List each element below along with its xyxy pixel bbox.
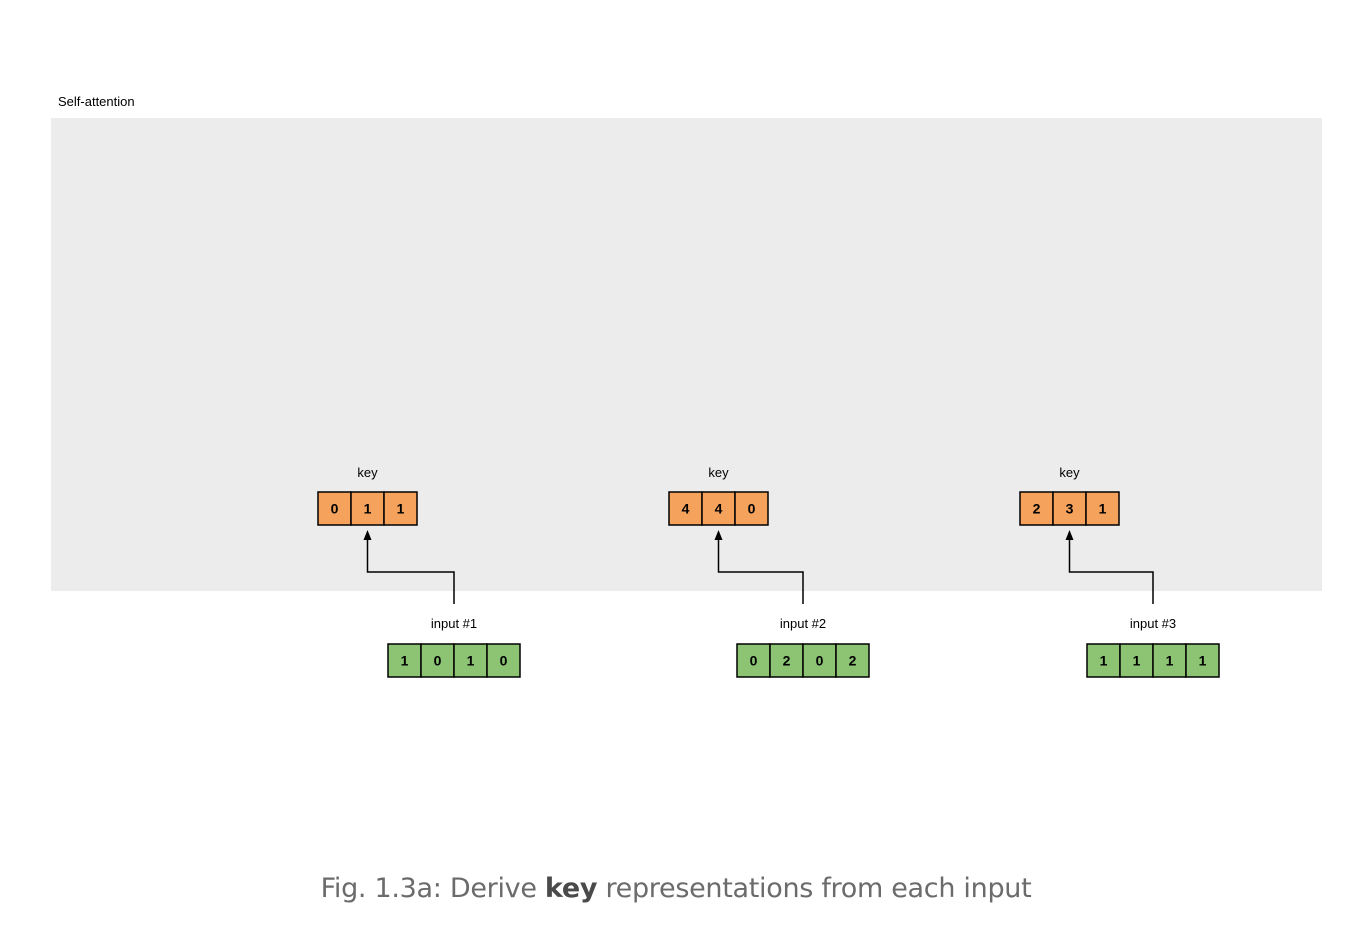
key-label: key [357, 465, 378, 480]
figure-caption: Fig. 1.3a: Derive key representations fr… [0, 873, 1352, 904]
input-cell [387, 643, 422, 678]
input-cell [486, 643, 521, 678]
key-cell [668, 491, 703, 526]
connector-line [1068, 538, 1154, 604]
input-cell [736, 643, 771, 678]
column-2: key 4 4 0 input #2 0 2 0 2 [668, 465, 870, 678]
key-value: 1 [364, 501, 372, 517]
arrowhead-icon [363, 530, 372, 540]
key-value: 0 [748, 501, 756, 517]
input-value: 0 [500, 653, 508, 669]
panel-title: Self-attention [58, 94, 135, 109]
arrowhead-icon [714, 530, 723, 540]
key-value: 4 [682, 501, 690, 517]
caption-prefix: Fig. 1.3a: Derive [320, 873, 545, 904]
input-value: 1 [401, 653, 409, 669]
input-value: 0 [434, 653, 442, 669]
input-value: 0 [816, 653, 824, 669]
input-label: input #3 [1130, 616, 1176, 631]
caption-suffix: representations from each input [597, 873, 1032, 904]
input-cell [420, 643, 455, 678]
key-value: 0 [331, 501, 339, 517]
key-value: 3 [1066, 501, 1074, 517]
connector-line [717, 538, 804, 604]
input-cell [453, 643, 488, 678]
key-value: 1 [397, 501, 405, 517]
column-3: key 2 3 1 input #3 1 1 1 1 [1019, 465, 1220, 678]
key-cell [317, 491, 352, 526]
connector-line [366, 538, 455, 604]
input-cell [835, 643, 870, 678]
input-label: input #2 [780, 616, 826, 631]
key-cell [1085, 491, 1120, 526]
input-value: 1 [1199, 653, 1207, 669]
input-cell [1119, 643, 1154, 678]
input-cell [769, 643, 804, 678]
key-cell [734, 491, 769, 526]
key-value: 2 [1033, 501, 1041, 517]
input-label: input #1 [431, 616, 477, 631]
input-cell [1185, 643, 1220, 678]
key-value: 1 [1099, 501, 1107, 517]
input-cell [1086, 643, 1121, 678]
key-cell [383, 491, 418, 526]
column-1: key 0 1 1 input #1 1 0 1 0 [317, 465, 521, 678]
input-value: 1 [1166, 653, 1174, 669]
input-value: 1 [1133, 653, 1141, 669]
input-value: 0 [750, 653, 758, 669]
input-value: 1 [467, 653, 475, 669]
caption-emphasis: key [544, 873, 598, 904]
key-label: key [1059, 465, 1080, 480]
key-label: key [708, 465, 729, 480]
key-value: 4 [715, 501, 723, 517]
input-value: 2 [783, 653, 791, 669]
input-value: 2 [849, 653, 857, 669]
arrowhead-icon [1065, 530, 1074, 540]
input-value: 1 [1100, 653, 1108, 669]
